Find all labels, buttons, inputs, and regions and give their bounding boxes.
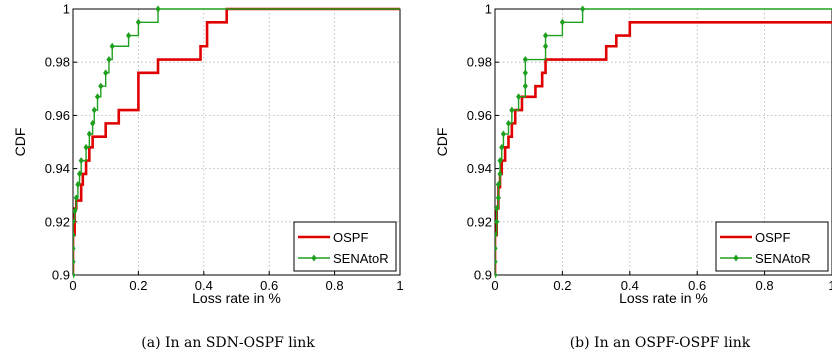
data-point bbox=[522, 69, 528, 77]
data-point bbox=[497, 170, 503, 178]
data-point bbox=[126, 32, 132, 40]
x-tick-label: 1 bbox=[396, 278, 403, 293]
data-point bbox=[73, 207, 78, 215]
x-tick-label: 1 bbox=[828, 278, 832, 293]
data-point bbox=[495, 271, 498, 279]
data-point bbox=[98, 82, 104, 90]
data-point bbox=[155, 5, 161, 13]
figure-caption: (a) In an SDN-OSPF link bbox=[141, 335, 315, 351]
data-point bbox=[542, 32, 549, 40]
y-axis-label: CDF bbox=[12, 128, 28, 157]
y-tick-label: 0.94 bbox=[45, 161, 70, 176]
x-tick-label: 0.2 bbox=[129, 278, 147, 293]
data-point bbox=[522, 56, 528, 64]
chart-panel-2: 0 0.2 0.4 0.6 0.8 1 0.9 0.92 0.94 0.96 0.98 1 Loss r… bbox=[434, 2, 832, 351]
x-tick-label: 0.6 bbox=[260, 278, 278, 293]
y-tick-label: 0.92 bbox=[45, 214, 70, 229]
data-point bbox=[109, 42, 115, 50]
data-point bbox=[495, 258, 498, 266]
data-point bbox=[497, 157, 503, 165]
data-point bbox=[76, 170, 83, 178]
legend-box bbox=[293, 221, 397, 272]
y-tick-label: 1 bbox=[63, 2, 70, 17]
data-point bbox=[495, 181, 501, 189]
data-point bbox=[94, 93, 101, 101]
data-point bbox=[73, 271, 76, 279]
data-point bbox=[499, 143, 505, 151]
data-point bbox=[90, 119, 96, 127]
data-point bbox=[91, 106, 97, 114]
y-axis-label: CDF bbox=[434, 128, 450, 157]
data-point bbox=[495, 194, 501, 202]
legend: OSPF SENAtoR bbox=[293, 221, 397, 272]
data-point bbox=[135, 18, 141, 26]
data-point bbox=[559, 18, 565, 26]
data-point bbox=[495, 244, 498, 252]
y-tick-label: 0.9 bbox=[474, 268, 492, 283]
x-tick-label: 0.8 bbox=[756, 278, 774, 293]
legend-label: SENAtoR bbox=[755, 251, 811, 266]
data-point bbox=[86, 130, 92, 138]
data-point bbox=[73, 244, 76, 252]
x-tick-label: 0.6 bbox=[688, 278, 706, 293]
data-point bbox=[73, 218, 76, 226]
y-tick-label: 0.96 bbox=[45, 108, 70, 123]
data-point bbox=[542, 42, 549, 50]
data-point bbox=[580, 5, 586, 13]
x-tick-label: 0 bbox=[69, 278, 76, 293]
data-point bbox=[500, 130, 506, 138]
legend-box bbox=[715, 221, 829, 272]
data-point bbox=[75, 181, 81, 189]
x-axis-label: Loss rate in % bbox=[619, 290, 708, 306]
legend-marker bbox=[733, 254, 739, 262]
y-tick-label: 0.98 bbox=[467, 55, 492, 70]
y-tick-label: 0.96 bbox=[467, 108, 492, 123]
data-point bbox=[73, 231, 76, 239]
data-point bbox=[516, 93, 522, 101]
data-point bbox=[78, 157, 84, 165]
legend-label: OSPF bbox=[755, 230, 790, 245]
data-point bbox=[505, 119, 512, 127]
legend-label: OSPF bbox=[333, 230, 368, 245]
data-point bbox=[83, 143, 89, 151]
data-point bbox=[509, 106, 515, 114]
x-tick-label: 0.8 bbox=[326, 278, 344, 293]
data-point bbox=[495, 218, 500, 226]
data-point bbox=[495, 231, 498, 239]
legend: OSPF SENAtoR bbox=[715, 221, 829, 272]
x-tick-label: 0.4 bbox=[195, 278, 213, 293]
series-layer bbox=[495, 5, 832, 279]
x-axis-label: Loss rate in % bbox=[192, 290, 281, 306]
data-point bbox=[103, 69, 109, 77]
y-tick-label: 0.98 bbox=[45, 55, 70, 70]
y-tick-label: 0.94 bbox=[467, 161, 492, 176]
data-point bbox=[73, 258, 76, 266]
chart-panel-1: 0 0.2 0.4 0.6 0.8 1 0.9 0.92 0.94 0.96 0.98 1 Loss r… bbox=[12, 2, 404, 352]
data-point bbox=[495, 204, 500, 213]
x-tick-label: 0.4 bbox=[621, 278, 639, 293]
figure-caption: (b) In an OSPF-OSPF link bbox=[570, 335, 751, 351]
x-tick-label: 0 bbox=[491, 278, 498, 293]
series-line-senator bbox=[495, 8, 832, 275]
legend-marker bbox=[311, 254, 317, 262]
data-point bbox=[73, 194, 79, 202]
y-tick-label: 0.92 bbox=[467, 214, 492, 229]
data-point bbox=[106, 56, 112, 64]
x-tick-label: 0.2 bbox=[553, 278, 571, 293]
y-tick-label: 1 bbox=[485, 2, 492, 17]
data-point bbox=[522, 82, 528, 90]
y-tick-label: 0.9 bbox=[52, 268, 70, 283]
series-layer bbox=[73, 5, 400, 279]
legend-label: SENAtoR bbox=[333, 251, 389, 266]
